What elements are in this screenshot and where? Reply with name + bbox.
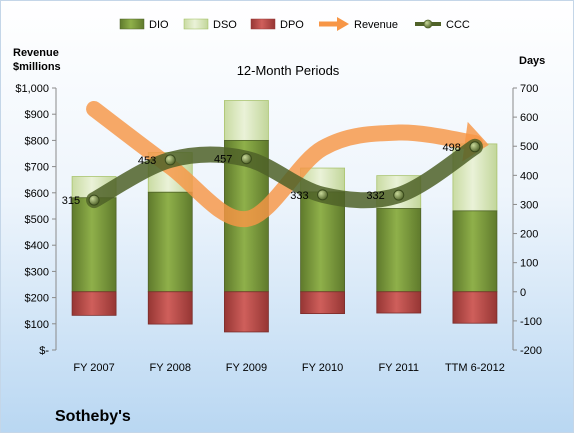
y-left-tick-label: $700	[25, 162, 49, 174]
y-right-tick-label: 300	[520, 199, 538, 211]
ccc-point	[240, 153, 252, 165]
data-label-ccc: 498	[443, 142, 461, 154]
ccc-point	[469, 141, 481, 153]
legend-label-dpo: DPO	[280, 19, 304, 31]
y-right-tick-label: 400	[520, 170, 538, 182]
ccc-layer	[86, 138, 483, 209]
ccc-point	[164, 154, 176, 166]
y-left-label-line1: Revenue	[13, 47, 59, 59]
y-right-tick-label: -200	[520, 345, 542, 357]
x-tick-label: FY 2011	[378, 362, 419, 374]
bar-dio	[71, 197, 117, 293]
y-left-tick-label: $600	[25, 188, 49, 200]
company-label: Sotheby's	[55, 408, 131, 425]
legend-label-dso: DSO	[213, 19, 237, 31]
bar-dio	[147, 191, 193, 293]
data-label-ccc: 315	[62, 195, 80, 207]
y-left-tick-label: $500	[25, 214, 49, 226]
legend-swatch-ccc	[415, 19, 441, 29]
data-label-ccc: 333	[290, 190, 308, 202]
legend-label-dio: DIO	[149, 19, 169, 31]
bar-dio	[376, 208, 422, 293]
ccc-point	[88, 194, 100, 206]
x-ticks: FY 2007 FY 2008 FY 2009 FY 2010 FY 2011 TTM 6…	[73, 362, 504, 374]
legend-label-revenue: Revenue	[354, 19, 398, 31]
y-left-tick-label: $1,000	[15, 83, 49, 95]
y-right-ticks: -200 -100 0 100 200 300 400 500 600 700	[513, 83, 542, 357]
data-label-ccc: 453	[138, 155, 156, 167]
data-label-ccc: 332	[366, 190, 384, 202]
bar-dpo	[71, 291, 117, 316]
legend-swatch-dpo	[250, 18, 276, 30]
bar-dpo	[224, 291, 269, 333]
bar-dio	[300, 191, 345, 293]
x-tick-label: FY 2009	[226, 362, 267, 374]
bar-dio	[452, 210, 498, 293]
y-right-tick-label: 100	[520, 258, 538, 270]
y-right-tick-label: -100	[520, 316, 542, 328]
bar-dpo	[300, 291, 345, 315]
data-label-ccc: 457	[214, 154, 232, 166]
x-tick-label: FY 2010	[302, 362, 343, 374]
legend-label-ccc: CCC	[446, 19, 470, 31]
bar-dpo	[147, 291, 193, 325]
y-left-tick-label: $900	[25, 109, 49, 121]
y-left-tick-label: $300	[25, 266, 49, 278]
y-right-label: Days	[519, 55, 545, 67]
chart-title: 12-Month Periods	[237, 63, 340, 78]
ccc-point	[317, 189, 329, 201]
ccc-point	[393, 189, 405, 201]
y-right-tick-label: 0	[520, 287, 526, 299]
legend: DIO DSO DPO Revenue CCC	[119, 17, 470, 31]
y-left-tick-label: $200	[25, 293, 49, 305]
x-tick-label: TTM 6-2012	[445, 362, 505, 374]
bar-dpo	[452, 291, 498, 324]
legend-swatch-dso	[183, 18, 209, 30]
y-right-tick-label: 600	[520, 112, 538, 124]
y-left-ticks: $- $100 $200 $300 $400 $500 $600 $700 $800 $900 $1…	[15, 83, 56, 357]
bar-dpo	[376, 291, 422, 314]
x-tick-label: FY 2007	[73, 362, 114, 374]
y-left-tick-label: $800	[25, 135, 49, 147]
y-left-label-line2: $millions	[13, 61, 61, 73]
y-left-tick-label: $400	[25, 240, 49, 252]
legend-swatch-dio	[119, 18, 145, 30]
y-right-tick-label: 700	[520, 83, 538, 95]
bar-dso	[224, 100, 269, 141]
legend-swatch-revenue	[319, 17, 349, 31]
y-left-tick-label: $-	[39, 345, 49, 357]
data-labels: 315 453 457 333 332 498	[62, 142, 461, 207]
y-right-tick-label: 200	[520, 229, 538, 241]
y-right-tick-label: 500	[520, 141, 538, 153]
ccc-line	[86, 138, 483, 209]
x-tick-label: FY 2008	[150, 362, 191, 374]
y-left-tick-label: $100	[25, 319, 49, 331]
